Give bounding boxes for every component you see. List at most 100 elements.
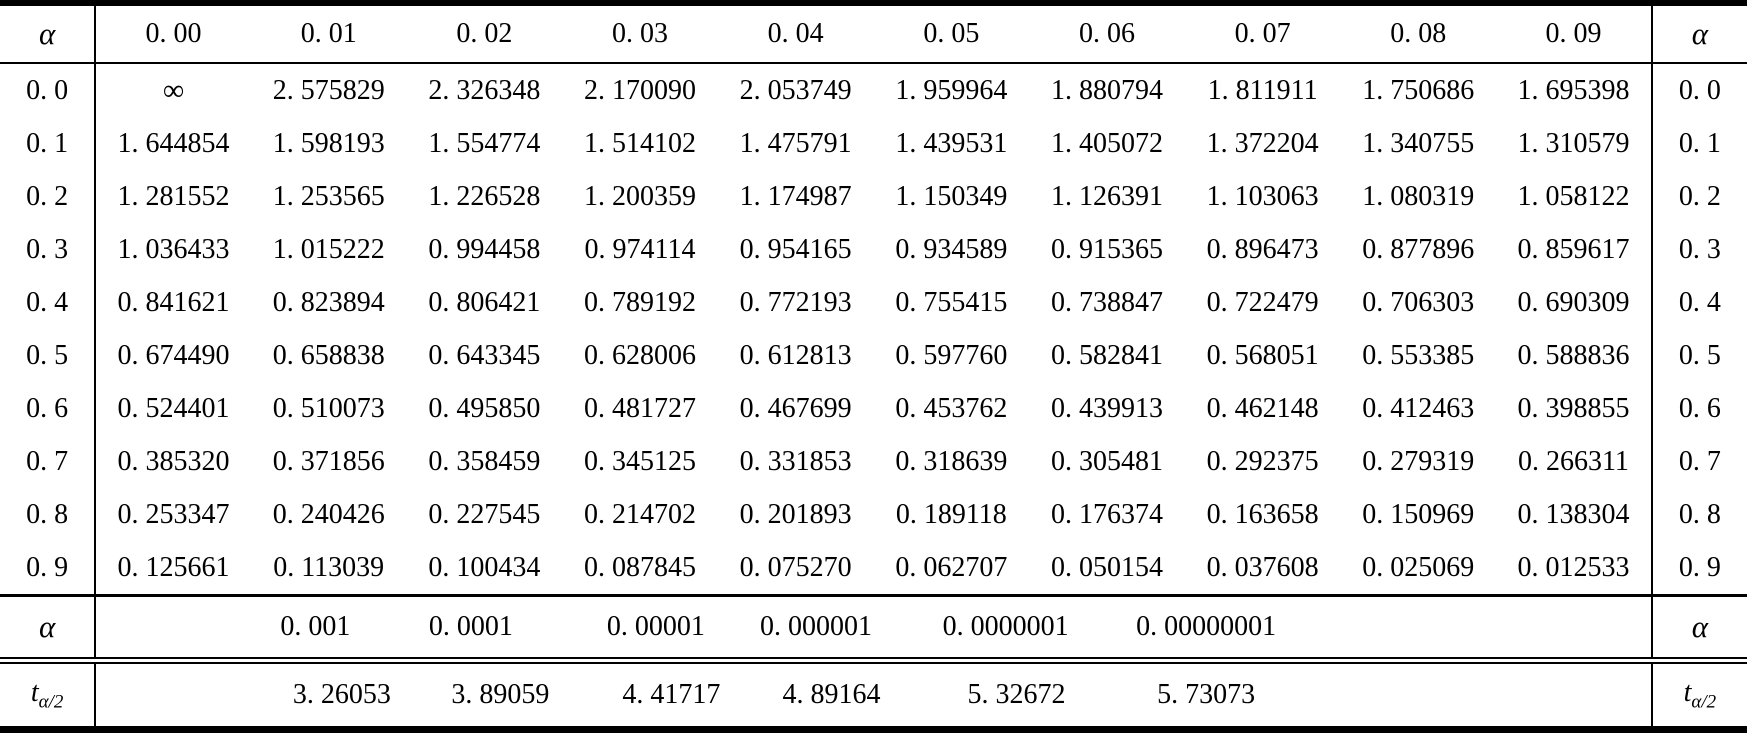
table-body: 0. 0 ∞ 2. 575829 2. 326348 2. 170090 2. 05374…	[0, 63, 1747, 596]
table-row: 0. 2 1. 281552 1. 253565 1. 226528 1. 200359…	[0, 170, 1747, 223]
table-cell: 0. 806421	[428, 286, 541, 318]
table-cell: 1. 750686	[1362, 74, 1475, 106]
table-cell: 0. 385320	[117, 445, 230, 477]
table-cell: 0. 189118	[895, 498, 1007, 530]
table-cell: 1. 598193	[272, 127, 385, 159]
table-cell: 0. 823894	[272, 286, 385, 318]
table-cell: 0. 722479	[1206, 286, 1319, 318]
t-value: 5. 73073	[1157, 679, 1256, 710]
row-label-left: 0. 7	[0, 435, 97, 488]
row-label-left: 0. 5	[0, 329, 97, 382]
row-label-right: 0. 7	[1650, 435, 1747, 488]
table-cell: 0. 050154	[1050, 551, 1163, 583]
table-cell: 0. 163658	[1206, 498, 1319, 530]
row-label-left: 0. 0	[0, 63, 97, 117]
table-cell: 0. 138304	[1517, 498, 1630, 530]
table-cell: 0. 398855	[1517, 392, 1630, 424]
table-cell: 0. 789192	[584, 286, 696, 318]
t-row-label-left: tα/2	[0, 657, 97, 730]
alpha-extra-values: 0. 001 0. 0001 0. 00001 0. 000001 0. 0000001…	[96, 599, 1651, 658]
table-cell: 0. 994458	[428, 233, 541, 265]
table-cell: 0. 974114	[584, 233, 696, 265]
table-cell: 2. 053749	[739, 74, 852, 106]
alpha-extra-value: 0. 001	[280, 611, 351, 642]
table-cell: 1. 058122	[1517, 180, 1630, 212]
column-header: 0. 06	[1029, 3, 1185, 64]
table-cell: 0. 588836	[1517, 339, 1630, 371]
row-label-right: 0. 6	[1650, 382, 1747, 435]
table-cell: 0. 201893	[739, 498, 852, 530]
column-header: 0. 03	[562, 3, 718, 64]
alpha-row-label-left: α	[0, 594, 97, 661]
row-label-right: 0. 1	[1650, 117, 1747, 170]
table-row: 0. 3 1. 036433 1. 015222 0. 994458 0. 974114…	[0, 223, 1747, 276]
table-cell: 0. 553385	[1362, 339, 1475, 371]
table-cell: 1. 253565	[272, 180, 385, 212]
table-cell: 2. 575829	[272, 74, 385, 106]
row-label-left: 0. 9	[0, 541, 97, 596]
table-cell: 1. 644854	[117, 127, 230, 159]
table-row: 0. 0 ∞ 2. 575829 2. 326348 2. 170090 2. 05374…	[0, 63, 1747, 117]
table-cell: 0. 266311	[1517, 445, 1629, 477]
table-cell: 1. 514102	[584, 127, 696, 159]
table-cell: 0. 331853	[739, 445, 852, 477]
table-cell: 1. 103063	[1206, 180, 1319, 212]
table-cell: 0. 150969	[1362, 498, 1475, 530]
table-row: 0. 8 0. 253347 0. 240426 0. 227545 0. 214702…	[0, 488, 1747, 541]
column-header: 0. 04	[717, 3, 874, 64]
table-cell: 0. 643345	[428, 339, 541, 371]
table-cell: 0. 628006	[584, 339, 696, 371]
table-cell: 1. 281552	[117, 180, 230, 212]
column-header: 0. 02	[406, 3, 563, 64]
table-cell: 0. 582841	[1050, 339, 1163, 371]
table-cell: 0. 524401	[117, 392, 230, 424]
table-cell: 2. 170090	[584, 74, 696, 106]
table-cell: 0. 062707	[895, 551, 1008, 583]
table-row: 0. 6 0. 524401 0. 510073 0. 495850 0. 481727…	[0, 382, 1747, 435]
table-row: 0. 5 0. 674490 0. 658838 0. 643345 0. 628006…	[0, 329, 1747, 382]
table-cell: 1. 811911	[1207, 74, 1318, 106]
row-label-left: 0. 6	[0, 382, 97, 435]
table-cell: 0. 012533	[1517, 551, 1630, 583]
row-label-right: 0. 8	[1650, 488, 1747, 541]
table-cell: 0. 954165	[739, 233, 852, 265]
alpha-extra-value: 0. 00001	[606, 611, 705, 642]
table-cell: 0. 253347	[117, 498, 230, 530]
table-cell: 1. 200359	[584, 180, 696, 212]
t-value: 3. 89059	[451, 679, 550, 710]
alpha-extra-value: 0. 0001	[428, 611, 513, 642]
column-header: 0. 09	[1496, 3, 1652, 64]
table-cell: 0. 292375	[1206, 445, 1319, 477]
corner-label-right: α	[1650, 3, 1747, 64]
table-cell: 0. 100434	[428, 551, 541, 583]
row-label-right: 0. 9	[1650, 541, 1747, 596]
row-label-left: 0. 1	[0, 117, 97, 170]
table-cell: 0. 738847	[1050, 286, 1163, 318]
table-cell: 0. 568051	[1206, 339, 1319, 371]
table-cell: 0. 279319	[1362, 445, 1475, 477]
alpha-extra-value: 0. 000001	[759, 611, 872, 642]
table-row: 0. 9 0. 125661 0. 113039 0. 100434 0. 087845…	[0, 541, 1747, 596]
table-row: 0. 7 0. 385320 0. 371856 0. 358459 0. 345125…	[0, 435, 1747, 488]
table-cell: 1. 080319	[1362, 180, 1475, 212]
t-value: 5. 32672	[967, 679, 1066, 710]
table-cell: 0. 318639	[895, 445, 1008, 477]
t-value: 3. 26053	[292, 679, 391, 710]
table-cell: 1. 554774	[428, 127, 541, 159]
table-cell: 0. 439913	[1050, 392, 1163, 424]
table-cell: 1. 126391	[1050, 180, 1163, 212]
t-values: 3. 26053 3. 89059 4. 41717 4. 89164 5. 32672…	[96, 668, 1651, 727]
row-label-right: 0. 5	[1650, 329, 1747, 382]
table-cell: 1. 036433	[117, 233, 230, 265]
table-cell: 1. 310579	[1517, 127, 1630, 159]
t-alpha-half-symbol: tα/2	[1683, 676, 1717, 713]
table-cell: 0. 113039	[273, 551, 385, 583]
table-cell: 0. 087845	[584, 551, 696, 583]
table-cell: 0. 371856	[272, 445, 385, 477]
row-label-left: 0. 2	[0, 170, 97, 223]
table-cell: 0. 612813	[739, 339, 852, 371]
table-cell: 0. 075270	[739, 551, 852, 583]
table-cell: 0. 345125	[584, 445, 696, 477]
table-cell: 0. 481727	[584, 392, 696, 424]
